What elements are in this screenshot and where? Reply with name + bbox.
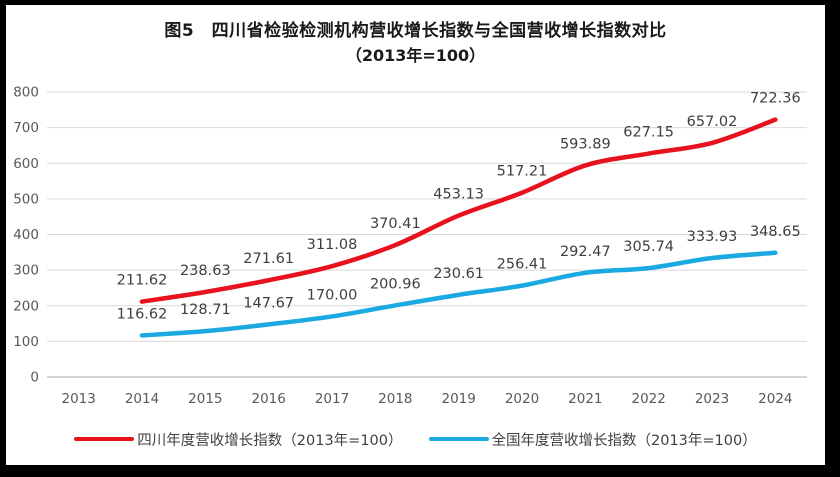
data-label-national: 128.71 bbox=[180, 302, 231, 318]
data-label-national: 230.61 bbox=[433, 266, 484, 282]
data-label-national: 333.93 bbox=[687, 229, 738, 245]
data-label-sichuan: 453.13 bbox=[433, 187, 484, 203]
data-label-sichuan: 370.41 bbox=[370, 216, 421, 232]
x-axis-tick-label: 2015 bbox=[188, 391, 222, 407]
legend-label-sichuan: 四川年度营收增长指数（2013年=100） bbox=[137, 432, 403, 449]
y-axis-tick-label: 700 bbox=[13, 120, 39, 136]
series-line-sichuan bbox=[139, 117, 778, 304]
legend-label-national: 全国年度营收增长指数（2013年=100） bbox=[491, 432, 757, 449]
data-label-sichuan: 593.89 bbox=[560, 136, 611, 152]
y-axis-tick-label: 0 bbox=[30, 370, 39, 386]
x-axis-tick-label: 2016 bbox=[251, 391, 285, 407]
x-axis-tick-label: 2019 bbox=[441, 391, 475, 407]
y-axis-tick-label: 400 bbox=[13, 227, 39, 243]
legend-item-national: 全国年度营收增长指数（2013年=100） bbox=[428, 429, 757, 450]
x-axis-tick-label: 2013 bbox=[61, 391, 95, 407]
data-label-sichuan: 627.15 bbox=[623, 125, 674, 141]
x-axis-tick-label: 2024 bbox=[758, 391, 792, 407]
data-label-national: 305.74 bbox=[623, 239, 674, 255]
y-axis-tick-label: 100 bbox=[13, 334, 39, 350]
legend-line-swatch-national bbox=[428, 436, 489, 442]
data-label-sichuan: 211.62 bbox=[117, 273, 168, 289]
chart-legend: 四川年度营收增长指数（2013年=100） 全国年度营收增长指数（2013年=1… bbox=[6, 428, 825, 450]
y-axis-tick-label: 200 bbox=[13, 298, 39, 314]
chart-title: 图5 四川省检验检测机构营收增长指数与全国营收增长指数对比 bbox=[164, 21, 667, 41]
line-chart-plot-area: 0 100 200 300 400 500 600 700 800 2013 2014 2015 201… bbox=[13, 85, 807, 407]
y-axis-tick-label: 800 bbox=[13, 85, 39, 101]
x-axis-tick-label: 2020 bbox=[505, 391, 539, 407]
series-line-national bbox=[139, 250, 778, 338]
x-axis-tick-label: 2022 bbox=[631, 391, 665, 407]
x-axis-tick-label: 2017 bbox=[315, 391, 349, 407]
data-label-sichuan: 657.02 bbox=[687, 114, 738, 130]
y-axis-tick-label: 600 bbox=[13, 156, 39, 172]
data-label-national: 256.41 bbox=[497, 257, 548, 273]
data-label-sichuan: 517.21 bbox=[497, 164, 548, 180]
data-label-sichuan: 238.63 bbox=[180, 263, 231, 279]
data-label-sichuan: 311.08 bbox=[307, 237, 358, 253]
chart-card: 图5 四川省检验检测机构营收增长指数与全国营收增长指数对比 （2013年=100… bbox=[6, 5, 825, 465]
data-label-national: 348.65 bbox=[750, 224, 801, 240]
data-label-national: 292.47 bbox=[560, 244, 611, 260]
x-axis-tick-label: 2023 bbox=[695, 391, 729, 407]
x-axis-tick-label: 2018 bbox=[378, 391, 412, 407]
data-label-national: 116.62 bbox=[117, 306, 168, 322]
data-label-sichuan: 722.36 bbox=[750, 91, 801, 107]
chart-subtitle: （2013年=100） bbox=[345, 46, 486, 65]
data-label-sichuan: 271.61 bbox=[243, 251, 294, 267]
y-axis-tick-label: 500 bbox=[13, 191, 39, 207]
y-axis-tick-label: 300 bbox=[13, 263, 39, 279]
legend-line-swatch-sichuan bbox=[74, 436, 135, 442]
x-axis-tick-label: 2014 bbox=[125, 391, 159, 407]
data-label-national: 170.00 bbox=[307, 287, 358, 303]
data-label-national: 147.67 bbox=[243, 295, 294, 311]
legend-item-sichuan: 四川年度营收增长指数（2013年=100） bbox=[74, 429, 403, 450]
x-axis-tick-label: 2021 bbox=[568, 391, 602, 407]
data-label-national: 200.96 bbox=[370, 276, 421, 292]
